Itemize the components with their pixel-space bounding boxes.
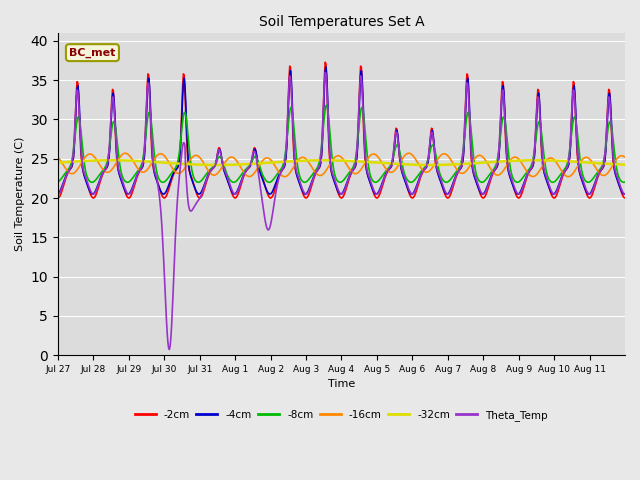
Title: Soil Temperatures Set A: Soil Temperatures Set A xyxy=(259,15,424,29)
Text: BC_met: BC_met xyxy=(69,48,116,58)
X-axis label: Time: Time xyxy=(328,380,355,389)
Y-axis label: Soil Temperature (C): Soil Temperature (C) xyxy=(15,137,25,251)
Legend: -2cm, -4cm, -8cm, -16cm, -32cm, Theta_Temp: -2cm, -4cm, -8cm, -16cm, -32cm, Theta_Te… xyxy=(131,406,552,425)
